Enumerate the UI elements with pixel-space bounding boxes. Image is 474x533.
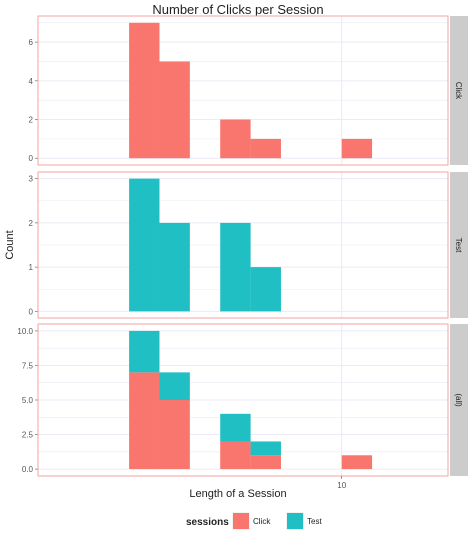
facet-strip (450, 324, 468, 476)
y-tick-label: 5.0 (22, 396, 34, 405)
bar-click (129, 22, 160, 159)
y-tick-label: 2 (29, 116, 34, 125)
y-tick-label: 6 (29, 38, 34, 47)
chart-title: Number of Clicks per Session (152, 2, 323, 17)
y-tick-label: 4 (29, 77, 34, 86)
bar-test (159, 372, 190, 400)
legend-label-test: Test (307, 517, 322, 526)
bar-click (341, 455, 373, 470)
bar-click (341, 138, 373, 159)
y-axis-title: Count (4, 230, 16, 259)
panel-border (37, 171, 449, 319)
bar-test (220, 222, 251, 312)
legend-title: sessions (186, 517, 229, 528)
y-tick-label: 0.0 (22, 465, 34, 474)
bar-test (159, 222, 190, 312)
bar-click (129, 372, 160, 470)
facet-strip-label: (all) (454, 393, 463, 407)
bar-test (250, 267, 281, 312)
y-tick-label: 3 (29, 175, 34, 184)
bar-click (159, 61, 190, 159)
facet-panel-click: 0 2 4 6 Click (29, 15, 468, 166)
legend: sessions Click Test (186, 512, 322, 530)
legend-key-test (287, 513, 303, 529)
y-tick-label: 0 (29, 307, 34, 316)
bar-click (220, 119, 251, 159)
y-tick-label: 1 (29, 263, 34, 272)
y-tick-label: 2.5 (22, 431, 34, 440)
y-tick-label: 10.0 (17, 327, 33, 336)
y-tick-label: 2 (29, 219, 34, 228)
facet-strip-label: Test (454, 238, 463, 253)
bar-click (159, 400, 190, 470)
facet-strip (450, 172, 468, 318)
panel-border (37, 323, 449, 477)
facet-panel-test: 0 1 2 3 Test (29, 171, 468, 319)
facet-panels: 0 2 4 6 Click 0 1 2 3 Test 0.0 2.5 5.0 7.5 10.0 (all) 10 (17, 15, 468, 490)
legend-key-click (233, 513, 249, 529)
facet-panel-all: 0.0 2.5 5.0 7.5 10.0 (all) (17, 323, 468, 477)
bar-test (129, 330, 160, 373)
legend-label-click: Click (253, 517, 271, 526)
x-tick-label: 10 (337, 481, 346, 490)
y-tick-label: 0 (29, 154, 34, 163)
bar-click (250, 138, 281, 159)
facet-strip-label: Click (454, 82, 463, 100)
bar-test (220, 413, 251, 442)
x-axis-title: Length of a Session (189, 488, 286, 500)
y-tick-label: 7.5 (22, 361, 34, 370)
bar-click (220, 441, 251, 470)
facet-strip (450, 16, 468, 165)
panel-border (37, 15, 449, 166)
bar-test (250, 441, 281, 456)
bar-click (250, 455, 281, 470)
bar-test (129, 178, 160, 312)
